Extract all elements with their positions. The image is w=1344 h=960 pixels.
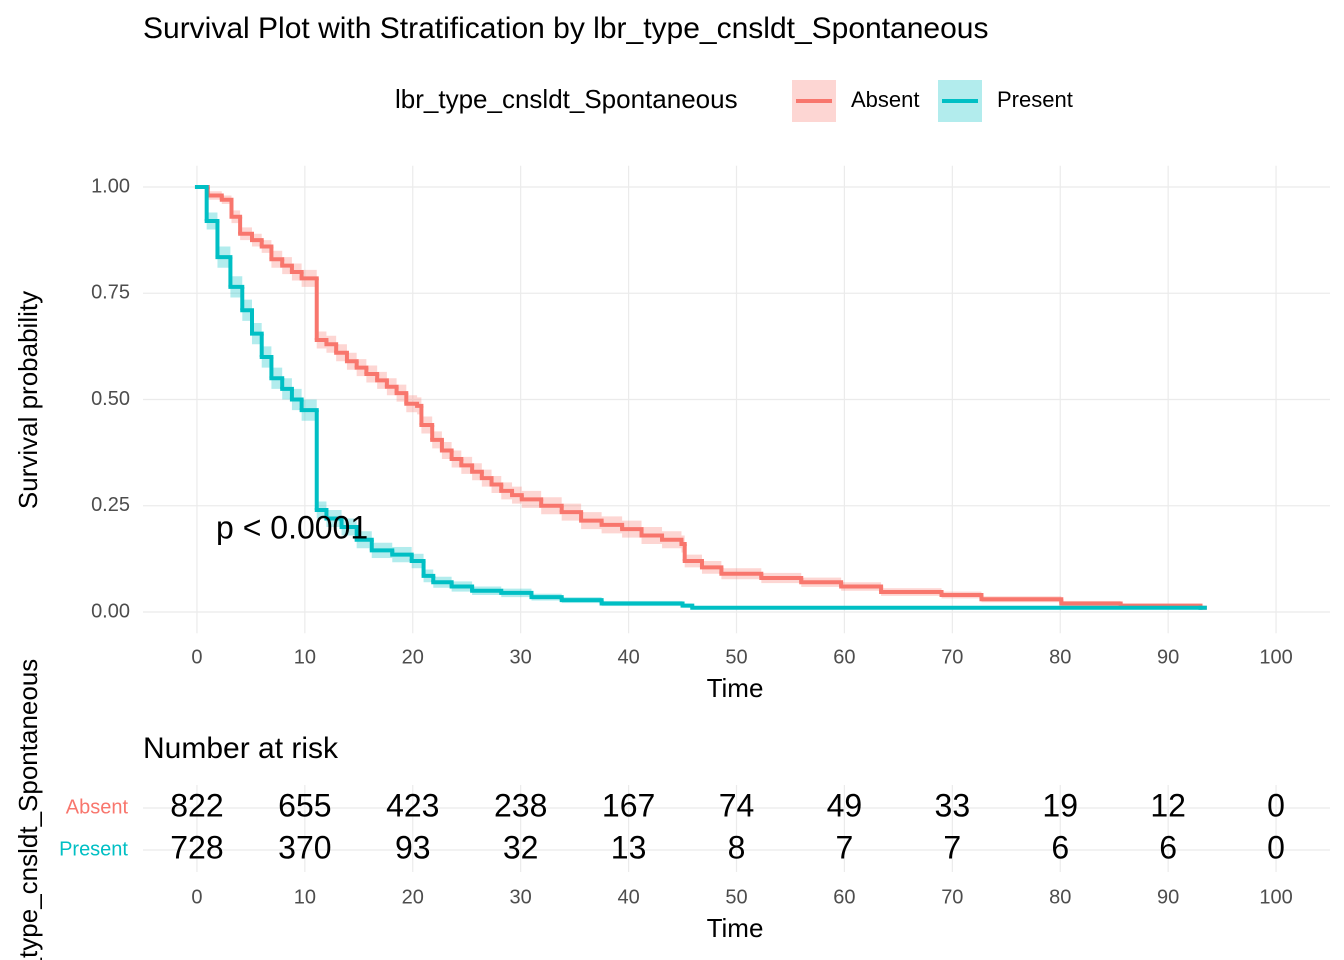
- risk-count: 13: [611, 829, 647, 865]
- risk-table-title: Number at risk: [143, 732, 339, 765]
- x-tick-label: 60: [833, 646, 855, 668]
- x-tick-label: 30: [510, 886, 532, 908]
- x-tick-label: 80: [1049, 886, 1071, 908]
- risk-count: 238: [494, 787, 547, 823]
- risk-count: 19: [1042, 787, 1078, 823]
- p-value-annotation: p < 0.0001: [216, 509, 368, 545]
- grid: [143, 165, 1330, 634]
- risk-count: 423: [386, 787, 439, 823]
- x-tick-label: 20: [402, 886, 424, 908]
- x-tick-label: 40: [617, 646, 639, 668]
- risk-count: 8: [728, 829, 746, 865]
- risk-y-axis-title: lbr_type_cnsldt_Spontaneous: [13, 659, 43, 960]
- risk-count: 12: [1150, 787, 1186, 823]
- risk-count: 7: [943, 829, 961, 865]
- row-label: Present: [59, 838, 128, 860]
- y-tick-label: 0.50: [91, 388, 130, 410]
- x-tick-label: 10: [294, 886, 316, 908]
- risk-count: 728: [170, 829, 223, 865]
- legend-title: lbr_type_cnsldt_Spontaneous: [395, 84, 738, 114]
- x-tick-label: 70: [941, 646, 963, 668]
- y-tick-label: 1.00: [91, 175, 130, 197]
- risk-count: 167: [602, 787, 655, 823]
- risk-x-axis-title: Time: [707, 913, 764, 943]
- risk-count: 49: [827, 787, 863, 823]
- x-tick-label: 70: [941, 886, 963, 908]
- risk-count: 7: [836, 829, 854, 865]
- risk-count: 0: [1267, 787, 1285, 823]
- risk-count: 655: [278, 787, 331, 823]
- x-axis-title: Time: [707, 673, 764, 703]
- row-label: Absent: [66, 796, 129, 818]
- x-tick-label: 0: [191, 886, 202, 908]
- y-tick-label: 0.75: [91, 282, 130, 304]
- x-tick-label: 100: [1259, 886, 1292, 908]
- x-tick-label: 10: [294, 646, 316, 668]
- x-tick-label: 80: [1049, 646, 1071, 668]
- survival-curve: [194, 185, 1207, 610]
- x-tick-label: 40: [617, 886, 639, 908]
- x-tick-label: 60: [833, 886, 855, 908]
- confidence-band: [206, 212, 1201, 610]
- x-tick-label: 90: [1157, 886, 1179, 908]
- risk-count: 6: [1159, 829, 1177, 865]
- survival-curve: [194, 185, 1207, 610]
- x-tick-label: 50: [725, 886, 747, 908]
- x-tick-label: 50: [725, 646, 747, 668]
- x-tick-label: 90: [1157, 646, 1179, 668]
- legend-label: Absent: [851, 87, 920, 112]
- risk-count: 370: [278, 829, 331, 865]
- risk-count: 32: [503, 829, 539, 865]
- x-tick-label: 0: [191, 646, 202, 668]
- y-axis-title: Survival probability: [13, 291, 43, 509]
- risk-count: 93: [395, 829, 431, 865]
- risk-count: 0: [1267, 829, 1285, 865]
- y-tick-label: 0.00: [91, 600, 130, 622]
- chart-title: Survival Plot with Stratification by lbr…: [143, 12, 988, 45]
- risk-count: 74: [719, 787, 755, 823]
- risk-count: 6: [1051, 829, 1069, 865]
- x-tick-label: 100: [1259, 646, 1292, 668]
- y-tick-label: 0.25: [91, 494, 130, 516]
- x-tick-label: 30: [510, 646, 532, 668]
- legend-label: Present: [997, 87, 1073, 112]
- risk-count: 822: [170, 787, 223, 823]
- risk-count: 33: [935, 787, 971, 823]
- x-tick-label: 20: [402, 646, 424, 668]
- risk-grid: [143, 785, 1330, 872]
